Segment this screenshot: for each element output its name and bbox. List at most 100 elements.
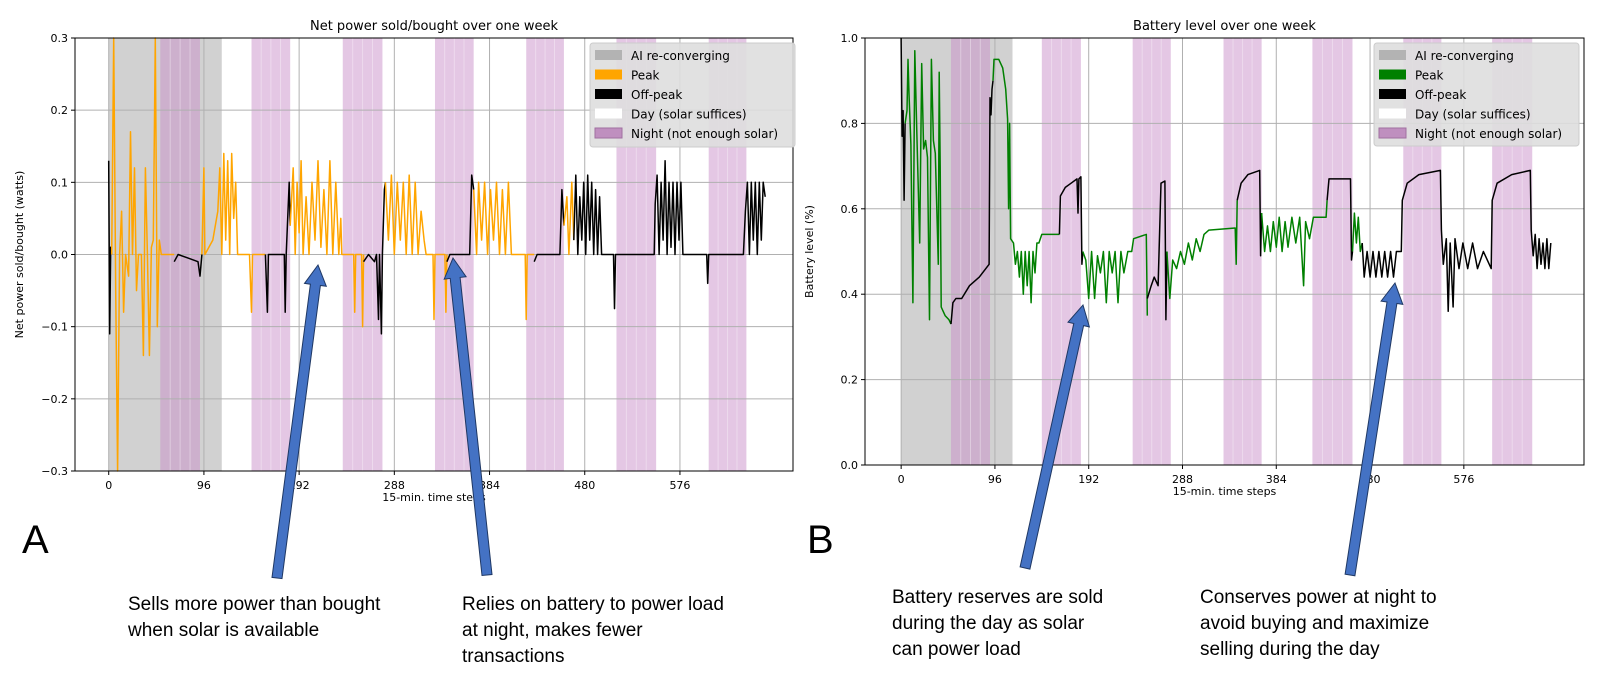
x-axis-label: 15-min. time steps bbox=[382, 491, 486, 504]
y-tick-label: 1.0 bbox=[841, 32, 859, 45]
x-tick-label: 192 bbox=[1078, 473, 1099, 486]
x-tick-label: 288 bbox=[1172, 473, 1193, 486]
legend-swatch bbox=[1379, 89, 1406, 99]
y-tick-label: −0.3 bbox=[41, 465, 68, 478]
series-line-off-peak bbox=[1058, 176, 1084, 266]
x-tick-label: 384 bbox=[479, 479, 500, 492]
series-line-peak bbox=[1166, 200, 1238, 300]
series-line-off-peak bbox=[446, 174, 475, 262]
series-line-peak bbox=[1351, 212, 1363, 253]
legend-label: Night (not enough solar) bbox=[631, 127, 778, 141]
series-line-peak bbox=[992, 58, 1060, 304]
legend-box bbox=[589, 42, 796, 148]
x-tick-label: 480 bbox=[574, 479, 595, 492]
arrow-icon bbox=[443, 256, 493, 577]
night-band bbox=[1223, 38, 1262, 465]
x-tick-label: 0 bbox=[898, 473, 905, 486]
series-line-peak bbox=[289, 159, 365, 328]
legend-label: Off-peak bbox=[1415, 88, 1466, 102]
night-band bbox=[1312, 38, 1353, 465]
chart-title: Net power sold/bought over one week bbox=[310, 19, 558, 34]
y-tick-label: 0.1 bbox=[51, 176, 69, 189]
chart-2: 0961922883844805760.00.20.40.60.81.0Batt… bbox=[803, 19, 1585, 498]
legend-label: AI re-converging bbox=[1415, 49, 1514, 63]
legend: AI re-converging Peak Off-peak Day (solar s… bbox=[1373, 42, 1580, 147]
x-axis-label: 15-min. time steps bbox=[1173, 485, 1277, 498]
series-line-off-peak bbox=[900, 37, 906, 202]
legend-swatch bbox=[595, 50, 622, 60]
series-line-off-peak bbox=[950, 80, 994, 325]
legend-label: Off-peak bbox=[631, 88, 682, 102]
annotation-relies-battery: Relies on battery to power load at night… bbox=[462, 592, 724, 670]
legend-swatch bbox=[595, 89, 622, 99]
series-line-off-peak bbox=[1361, 169, 1552, 313]
legend-swatch bbox=[1379, 69, 1406, 80]
legend-swatch bbox=[594, 127, 623, 139]
panel-label-b: B bbox=[807, 518, 834, 562]
panel-label-a: A bbox=[22, 518, 49, 562]
y-tick-label: 0.0 bbox=[841, 459, 859, 472]
series-line-peak bbox=[1082, 233, 1149, 316]
night-band bbox=[950, 38, 991, 465]
y-tick-label: 0.3 bbox=[51, 32, 69, 45]
y-tick-label: 0.4 bbox=[841, 288, 859, 301]
series-line-off-peak bbox=[1236, 169, 1263, 257]
legend-label: Night (not enough solar) bbox=[1415, 127, 1562, 141]
x-tick-label: 576 bbox=[1453, 473, 1474, 486]
series-line-peak bbox=[563, 181, 575, 256]
series-line-peak bbox=[904, 50, 952, 325]
annotation-line: avoid buying and maximize bbox=[1200, 613, 1430, 634]
series-line-peak bbox=[472, 181, 535, 321]
y-tick-label: 0.0 bbox=[51, 249, 69, 262]
annotation-line: Relies on battery to power load bbox=[462, 594, 724, 615]
night-band bbox=[1132, 38, 1171, 465]
annotation-line: during the day as solar bbox=[892, 613, 1085, 634]
axes-frame bbox=[864, 37, 1585, 466]
x-tick-label: 576 bbox=[669, 479, 690, 492]
x-tick-label: 96 bbox=[988, 473, 1002, 486]
annotation-battery-reserves: Battery reserves are sold during the day… bbox=[892, 585, 1103, 663]
annotation-sells-power: Sells more power than bought when solar … bbox=[128, 592, 380, 644]
arrow-icon bbox=[1344, 281, 1404, 577]
legend-swatch bbox=[595, 69, 622, 80]
x-tick-label: 384 bbox=[1266, 473, 1287, 486]
x-tick-label: 0 bbox=[105, 479, 112, 492]
legend-box bbox=[1373, 42, 1580, 147]
annotation-line: at night, makes fewer bbox=[462, 620, 643, 641]
series-line-off-peak bbox=[173, 253, 203, 277]
legend-swatch bbox=[1379, 108, 1406, 119]
annotation-line: when solar is available bbox=[128, 620, 320, 641]
series-line-off-peak bbox=[1146, 180, 1168, 321]
axes-frame bbox=[74, 37, 794, 472]
series-line-peak bbox=[201, 152, 266, 313]
annotation-line: transactions bbox=[462, 646, 565, 667]
y-tick-label: −0.1 bbox=[41, 321, 68, 334]
legend-swatch bbox=[1378, 127, 1407, 139]
series-line-peak bbox=[1260, 200, 1328, 287]
series-line-off-peak bbox=[264, 181, 291, 313]
series-line-off-peak bbox=[573, 159, 766, 310]
series-line-off-peak bbox=[362, 182, 387, 335]
legend-swatch bbox=[595, 108, 622, 119]
series-line-off-peak bbox=[533, 188, 565, 262]
y-tick-label: 0.8 bbox=[841, 117, 859, 130]
y-tick-label: 0.2 bbox=[51, 104, 69, 117]
legend: AI re-converging Peak Off-peak Day (solar s… bbox=[589, 42, 796, 148]
y-axis-label: Battery level (%) bbox=[803, 205, 816, 298]
x-tick-label: 288 bbox=[384, 479, 405, 492]
annotation-line: Sells more power than bought bbox=[128, 594, 381, 615]
annotation-conserves-power: Conserves power at night to avoid buying… bbox=[1200, 585, 1437, 663]
legend-label: Day (solar suffices) bbox=[1415, 108, 1531, 122]
legend-label: Peak bbox=[631, 69, 660, 83]
series-line-off-peak bbox=[1326, 178, 1354, 261]
x-tick-label: 96 bbox=[197, 479, 211, 492]
annotation-line: selling during the day bbox=[1200, 639, 1380, 660]
legend-label: Day (solar suffices) bbox=[631, 108, 747, 122]
annotation-line: Battery reserves are sold bbox=[892, 587, 1104, 608]
legend-swatch bbox=[1379, 50, 1406, 60]
series-line-peak bbox=[110, 37, 175, 472]
legend-label: Peak bbox=[1415, 69, 1444, 83]
y-tick-label: 0.6 bbox=[841, 203, 859, 216]
chart-1: 0 96 192 288 384 480 576−0.3−0.2−0.10.00.10.20… bbox=[13, 19, 796, 504]
